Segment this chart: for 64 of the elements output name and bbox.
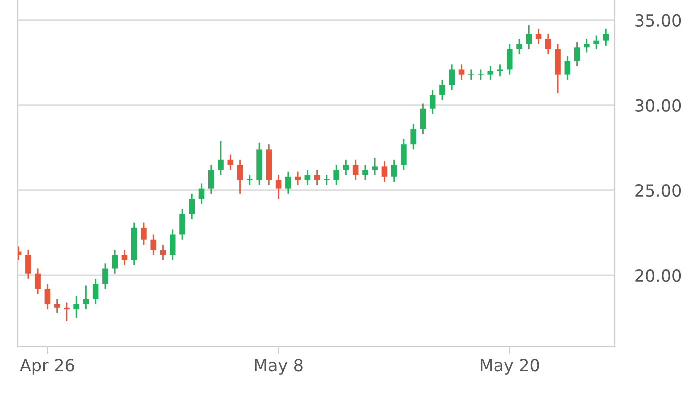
candlestick: [180, 208, 186, 241]
candlestick: [218, 140, 224, 176]
candlestick: [574, 42, 580, 68]
x-tick-label: May 8: [255, 359, 303, 375]
candlestick: [468, 69, 474, 81]
x-tick-label: May 20: [481, 359, 540, 375]
candlestick: [247, 174, 253, 186]
candlestick: [64, 302, 70, 322]
candlestick: [449, 64, 455, 91]
candlestick: [112, 249, 118, 275]
candlestick: [526, 24, 532, 50]
candlestick: [343, 159, 350, 176]
candlestick: [430, 89, 436, 115]
candlestick: [564, 55, 571, 81]
y-tick-label: 20.00: [636, 270, 682, 282]
candlestick: [497, 64, 504, 78]
candlestick: [150, 234, 156, 256]
candlestick: [478, 69, 484, 81]
candlestick: [198, 183, 205, 205]
candlestick: [276, 174, 282, 200]
candlestick: [516, 38, 522, 56]
candlestick: [546, 33, 552, 56]
y-tick-label: 25.00: [636, 184, 682, 198]
candlestick: [26, 249, 32, 280]
candlestick: [295, 171, 301, 186]
candlestick: [35, 268, 41, 295]
candlestick: [324, 174, 330, 186]
candlestick: [458, 64, 465, 81]
candlestick: [352, 159, 359, 181]
candlestick: [286, 171, 292, 195]
candlestick: [160, 244, 166, 261]
candlestick: [170, 228, 176, 261]
candlestick: [141, 222, 147, 246]
candlestick: [237, 159, 244, 195]
candlestick: [334, 164, 340, 186]
candlestick: [506, 44, 513, 76]
candlestick: [420, 103, 426, 136]
candlestick: [440, 79, 446, 102]
candlestick: [372, 157, 378, 176]
candlestick: [391, 159, 398, 183]
candlestick: [102, 262, 108, 290]
candlestick: [401, 138, 407, 171]
candlestick: [488, 66, 494, 81]
y-tick-label: 35.00: [636, 14, 682, 27]
candlestick: [208, 164, 214, 195]
candlestick: [584, 38, 590, 54]
candlestick: [362, 164, 368, 181]
candlestick: [410, 123, 416, 150]
candlestick: [44, 283, 51, 310]
candlestick: [382, 160, 388, 183]
candlestick: [594, 35, 600, 50]
y-tick-label: 30.00: [636, 99, 682, 112]
candlestick: [603, 28, 610, 47]
candlestick: [304, 169, 311, 186]
candlestick: [189, 193, 196, 220]
candlestick: [54, 298, 60, 314]
candlestick: [92, 278, 99, 306]
candlestick: [536, 28, 542, 45]
candlestick: [74, 295, 80, 319]
x-tick-label: Apr 26: [20, 359, 74, 375]
candlestick: [314, 169, 320, 186]
candlestick: [122, 249, 128, 266]
candlestick: [83, 285, 90, 310]
candlestick: [228, 154, 234, 171]
